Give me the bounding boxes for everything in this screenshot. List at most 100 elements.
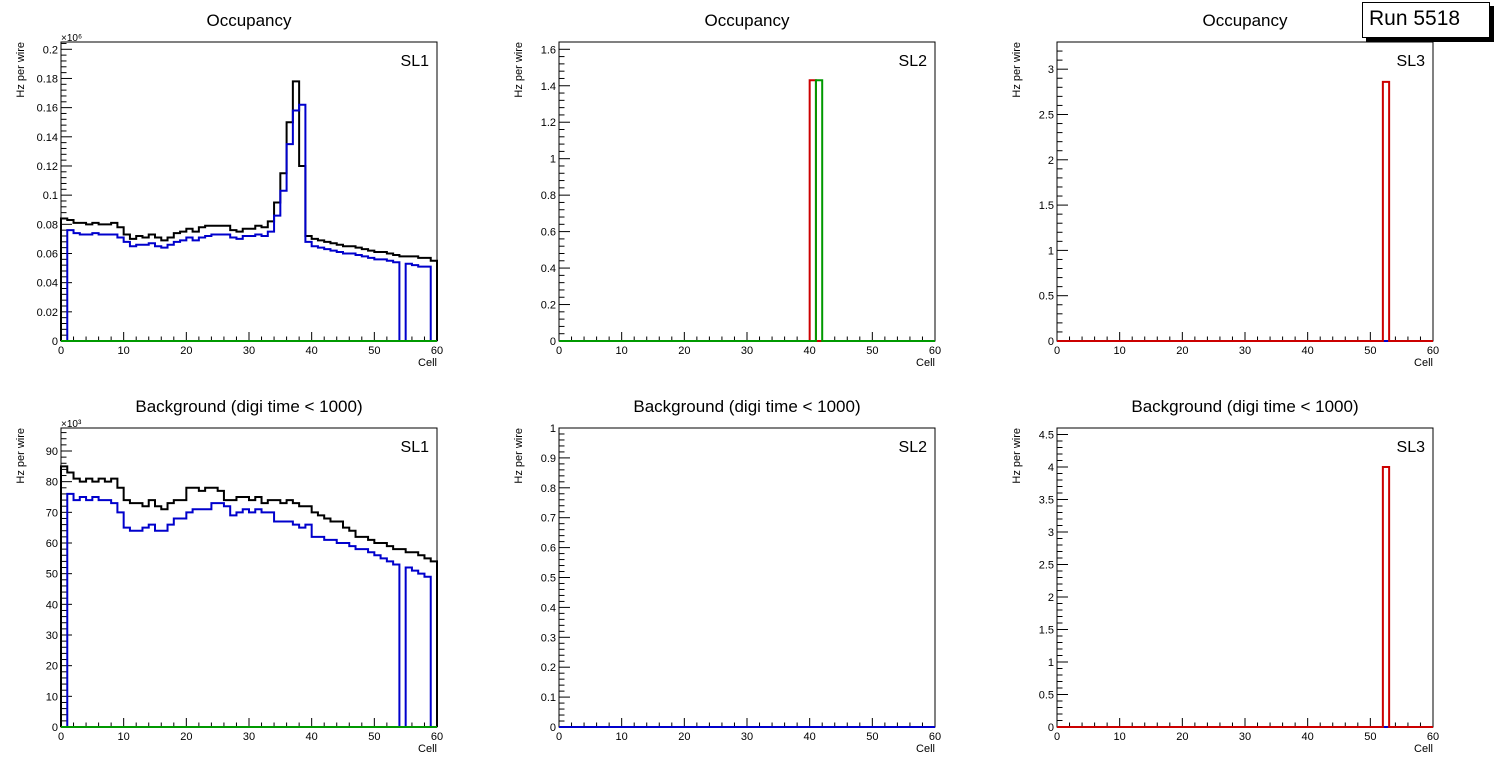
x-tick-label: 60 [431,345,443,357]
y-axis-label: Hz per wire [513,428,525,484]
y-tick-label: 0 [52,722,58,734]
y-axis-label: Hz per wire [1011,428,1023,484]
y-tick-label: 0.8 [541,190,556,202]
y-tick-label: 0 [52,336,58,348]
chart-panel-6: Background (digi time < 1000)0 10 20 30 40 50… [1011,397,1439,755]
chart-panel-4: Background (digi time < 1000) 0 10 20 30 40 50… [15,397,443,755]
y-tick-label: 2.5 [1039,560,1054,572]
y-tick-label: 60 [46,538,58,550]
y-tick-label: 1.5 [1039,200,1054,212]
y-tick-label: 3 [1048,64,1054,76]
x-tick-label: 20 [180,731,192,743]
x-tick-label: 60 [1427,731,1439,743]
y-tick-label: 0.16 [37,103,58,115]
y-tick-label: 0.9 [541,453,556,465]
x-tick-label: 20 [678,345,690,357]
x-tick-label: 40 [1302,731,1314,743]
x-tick-label: 20 [678,731,690,743]
y-tick-label: 0 [1048,722,1054,734]
plot-frame [1056,41,1434,342]
series-total-line [60,80,438,341]
y-tick-label: 0.12 [37,161,58,173]
y-exponent-label: ×10³ [61,419,82,430]
y-tick-label: 0.5 [1039,291,1054,303]
y-tick-label: 0 [550,722,556,734]
y-axis-label: Hz per wire [1011,42,1023,98]
superlayer-tag: SL1 [401,439,430,456]
x-tick-label: 0 [58,345,64,357]
series-red-line [1057,466,1433,728]
x-tick-label: 60 [929,731,941,743]
y-tick-label: 1 [550,423,556,435]
x-tick-label: 10 [616,731,628,743]
x-tick-label: 10 [1114,731,1126,743]
x-axis-label: Cell [418,743,437,755]
x-tick-label: 40 [306,731,318,743]
series-green-line [559,79,935,342]
y-tick-label: 0.4 [541,263,556,275]
superlayer-tag: SL3 [1397,439,1426,456]
plot-frame [60,427,438,728]
y-tick-label: 0.5 [1039,690,1054,702]
y-tick-label: 0.2 [541,662,556,674]
x-tick-label: 30 [1239,345,1251,357]
y-tick-label: 90 [46,446,58,458]
x-tick-label: 40 [306,345,318,357]
x-tick-label: 50 [866,731,878,743]
y-tick-label: 1.5 [1039,625,1054,637]
y-tick-label: 0.7 [541,513,556,525]
y-tick-label: 0 [1048,336,1054,348]
series-red-line [559,79,935,342]
y-tick-label: 0.18 [37,73,58,85]
x-tick-label: 10 [616,345,628,357]
y-tick-label: 0.2 [43,44,58,56]
x-tick-label: 30 [243,345,255,357]
chart-title: Background (digi time < 1000) [135,397,362,416]
x-tick-label: 40 [804,731,816,743]
y-tick-label: 0 [550,336,556,348]
superlayer-tag: SL3 [1397,53,1426,70]
y-axis-label: Hz per wire [15,42,27,98]
y-tick-label: 10 [46,691,58,703]
y-tick-label: 0.2 [541,300,556,312]
y-tick-label: 50 [46,569,58,581]
x-tick-label: 0 [1054,345,1060,357]
series-red-line [1057,80,1433,342]
x-tick-label: 10 [118,731,130,743]
y-tick-label: 2.5 [1039,109,1054,121]
x-tick-label: 60 [929,345,941,357]
y-tick-label: 0.1 [541,692,556,704]
series-total-line [60,465,438,727]
y-tick-label: 0.6 [541,543,556,555]
y-tick-label: 0.04 [37,278,58,290]
y-tick-label: 40 [46,599,58,611]
y-tick-label: 3 [1048,527,1054,539]
y-tick-label: 80 [46,477,58,489]
x-tick-label: 50 [866,345,878,357]
x-tick-label: 0 [58,731,64,743]
y-tick-label: 0.14 [37,132,58,144]
y-tick-label: 0.5 [541,573,556,585]
x-tick-label: 0 [556,731,562,743]
x-tick-label: 20 [180,345,192,357]
y-tick-label: 0.1 [43,190,58,202]
y-tick-label: 20 [46,661,58,673]
chart-title: Occupancy [1202,11,1288,30]
y-tick-label: 30 [46,630,58,642]
y-tick-label: 0.6 [541,227,556,239]
x-tick-label: 60 [431,731,443,743]
x-tick-label: 50 [368,345,380,357]
y-tick-label: 1 [1048,657,1054,669]
chart-title: Occupancy [206,11,292,30]
y-tick-label: 0.8 [541,483,556,495]
y-tick-label: 0.08 [37,219,58,231]
x-tick-label: 30 [243,731,255,743]
y-tick-label: 1 [1048,245,1054,257]
x-tick-label: 40 [804,345,816,357]
y-tick-label: 0.06 [37,248,58,260]
x-tick-label: 50 [368,731,380,743]
x-axis-label: Cell [1414,357,1433,369]
x-tick-label: 30 [741,731,753,743]
x-tick-label: 0 [1054,731,1060,743]
